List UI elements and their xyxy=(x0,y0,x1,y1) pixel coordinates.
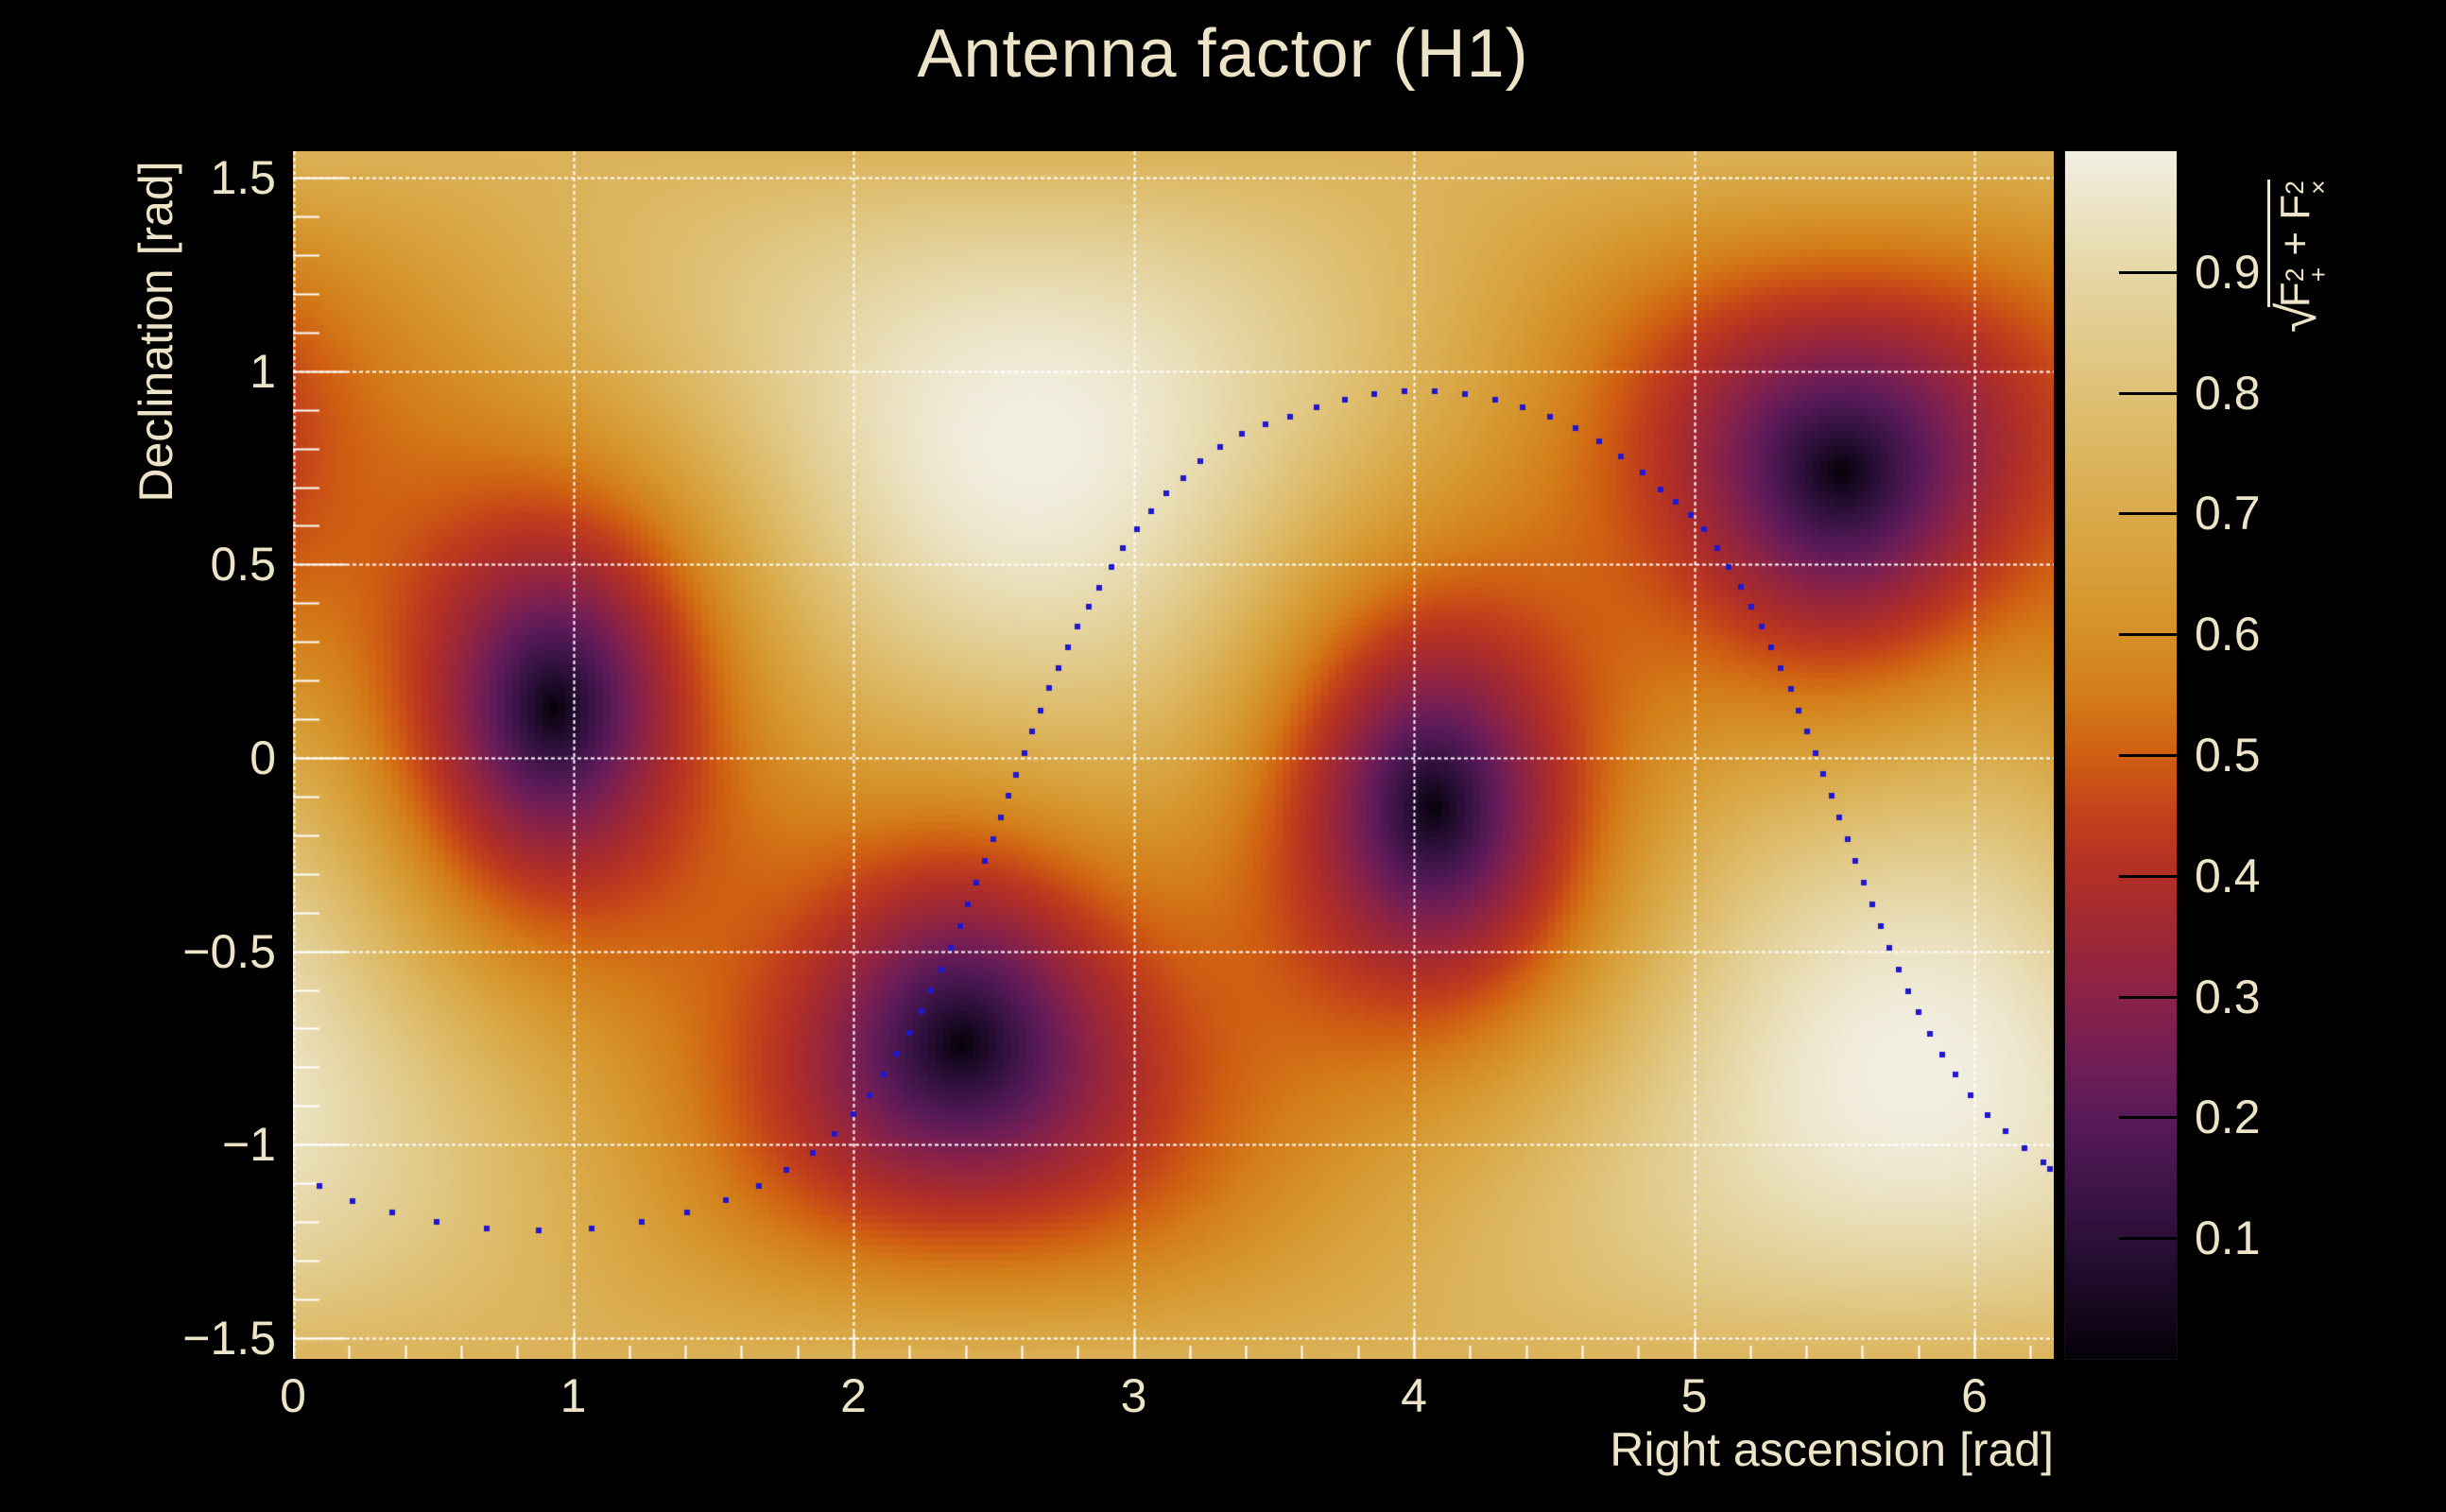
colorbar-tick xyxy=(2119,512,2177,515)
x-tick-label: 6 xyxy=(1961,1369,1988,1422)
colorbar-tick-label: 0.2 xyxy=(2195,1091,2261,1143)
x-tick-label: 0 xyxy=(280,1369,306,1422)
colorbar-tick xyxy=(2119,1116,2177,1119)
y-tick-label: −1.5 xyxy=(182,1311,276,1365)
f-cross-supsub: 2 × xyxy=(2280,180,2333,195)
colorbar-tick-label: 0.8 xyxy=(2195,367,2261,420)
y-tick-label: −1 xyxy=(221,1118,276,1172)
plus-sign: + xyxy=(2272,219,2319,267)
plot-title: Antenna factor (H1) xyxy=(917,16,1529,92)
x-axis-title: Right ascension [rad] xyxy=(1610,1423,2054,1476)
f-cross-symbol: F xyxy=(2272,194,2319,220)
x-tick-label: 4 xyxy=(1401,1369,1427,1422)
colorbar-tick-label: 0.7 xyxy=(2195,487,2261,540)
colorbar-tick xyxy=(2119,996,2177,999)
colorbar-tick-label: 0.4 xyxy=(2195,850,2261,902)
y-tick-label: 1.5 xyxy=(210,151,276,205)
colorbar-tick xyxy=(2119,271,2177,274)
colorbar-axis-title: √F 2 + + F 2 × xyxy=(2266,129,2346,333)
colorbar-tick-label: 0.9 xyxy=(2195,246,2261,299)
colorbar-tick-label: 0.1 xyxy=(2195,1211,2261,1264)
colorbar-tick xyxy=(2119,633,2177,636)
colorbar-tick xyxy=(2119,875,2177,878)
x-tick-label: 2 xyxy=(840,1369,867,1422)
colorbar-tick-label: 0.6 xyxy=(2195,608,2261,661)
f-plus-symbol: F xyxy=(2272,282,2319,308)
x-tick-label: 1 xyxy=(560,1369,587,1422)
y-tick-label: 0 xyxy=(250,731,276,784)
heatmap-plot-area xyxy=(293,151,2054,1359)
f-plus-supsub: 2 + xyxy=(2280,266,2333,283)
y-tick-label: −0.5 xyxy=(182,924,276,978)
colorbar-tick-label: 0.3 xyxy=(2195,971,2261,1023)
x-tick-label: 3 xyxy=(1120,1369,1147,1422)
y-tick-label: 1 xyxy=(250,344,276,398)
sqrt-radical-glyph: √ xyxy=(2267,307,2328,333)
y-tick-label: 0.5 xyxy=(210,538,276,592)
colorbar-tick xyxy=(2119,392,2177,395)
colorbar-tick-label: 0.5 xyxy=(2195,729,2261,782)
colorbar-tick xyxy=(2119,754,2177,757)
x-tick-label: 5 xyxy=(1680,1369,1708,1422)
colorbar-tick xyxy=(2119,1237,2177,1240)
colorbar-title-radicand: F 2 + + F 2 × xyxy=(2267,180,2333,308)
